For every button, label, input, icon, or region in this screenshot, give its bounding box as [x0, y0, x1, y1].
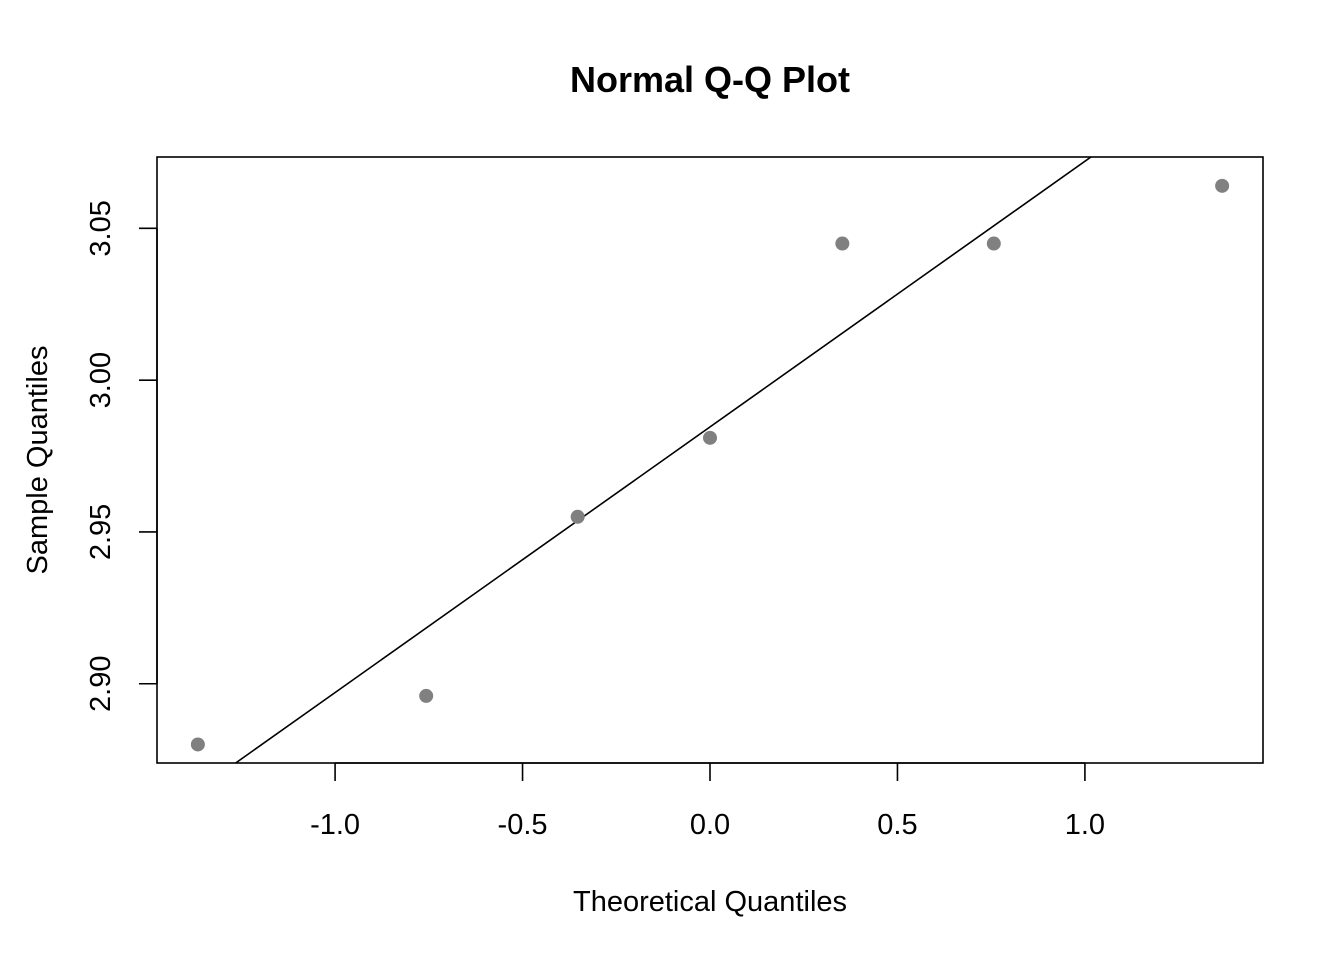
x-tick-label: 0.5: [877, 809, 917, 841]
data-point: [190, 737, 205, 752]
y-tick-label: 3.00: [85, 352, 117, 408]
plot-frame: [156, 156, 1264, 764]
y-tick-label: 2.90: [85, 656, 117, 712]
x-tick-label: 1.0: [1065, 809, 1105, 841]
points-layer: [190, 178, 1230, 752]
y-tick-label: 3.05: [85, 200, 117, 256]
data-point: [986, 236, 1001, 251]
y-axis: 2.90 2.95 3.00 3.05: [85, 200, 158, 712]
data-point: [419, 688, 434, 703]
data-point: [835, 236, 850, 251]
chart-title: Normal Q-Q Plot: [570, 59, 850, 100]
data-point: [570, 509, 585, 524]
data-point: [1215, 178, 1230, 193]
reference-line-layer: [234, 157, 1093, 763]
data-point: [703, 430, 717, 445]
x-tick-label: -0.5: [498, 809, 548, 841]
qq-reference-line: [234, 157, 1093, 763]
x-axis-title: Theoretical Quantiles: [573, 886, 847, 918]
y-tick-label: 2.95: [85, 504, 117, 560]
x-tick-label: 0.0: [690, 809, 730, 841]
y-axis-title: Sample Quantiles: [22, 346, 54, 575]
x-tick-label: -1.0: [310, 809, 360, 841]
x-axis: -1.0 -0.5 0.0 0.5 1.0: [310, 762, 1105, 841]
